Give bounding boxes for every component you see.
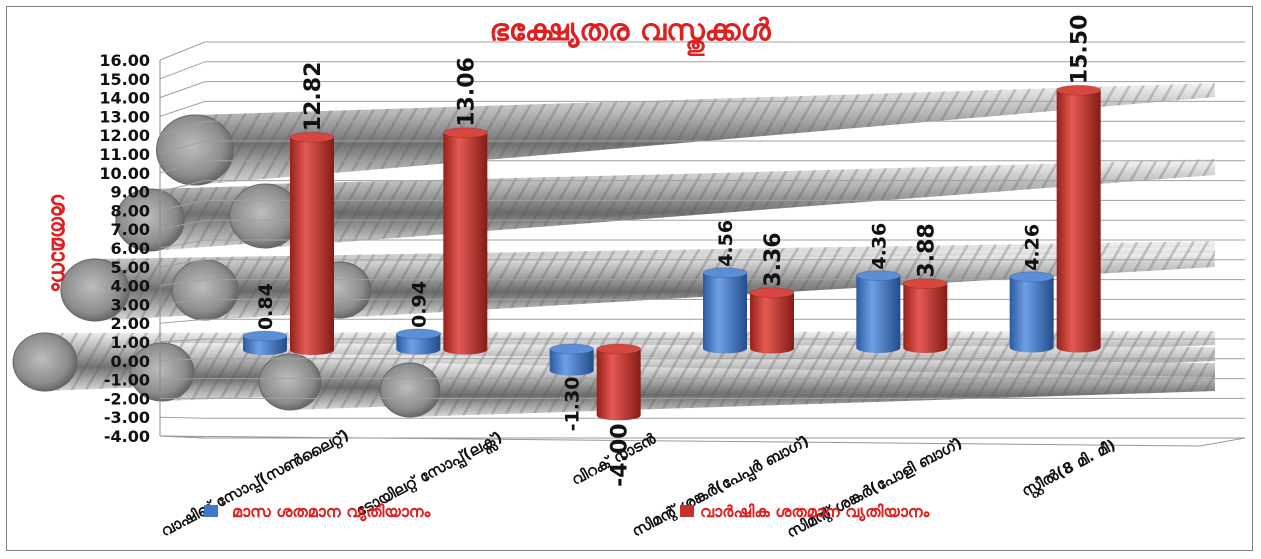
y-tick-label: -1.00 bbox=[104, 371, 150, 390]
legend-label-annual: വാർഷിക ശതമാന വ്യതിയാനം bbox=[700, 502, 931, 522]
y-tick-label: 12.00 bbox=[99, 126, 150, 145]
data-label-annual: 3.36 bbox=[761, 232, 786, 286]
gridline-side bbox=[159, 259, 206, 268]
y-axis-label: ശതമാനം bbox=[46, 193, 71, 292]
legend-label-monthly: മാസ ശതമാന വ്യതിയാനം bbox=[232, 502, 432, 522]
bar-monthly bbox=[855, 270, 901, 353]
data-label-monthly: 0.94 bbox=[408, 281, 430, 328]
gridline-side bbox=[159, 100, 206, 117]
x-tick-label: സിമന്റ് ശങ്കർ(പോളി ബാഗ്) bbox=[784, 434, 966, 543]
y-tick-label: 1.00 bbox=[111, 333, 150, 352]
bars bbox=[242, 84, 1102, 421]
y-tick-label: 7.00 bbox=[111, 220, 150, 239]
y-tick-label: 5.00 bbox=[111, 258, 150, 277]
rebar-end bbox=[229, 183, 301, 249]
y-tick-label: 15.00 bbox=[99, 70, 150, 89]
rebar-end bbox=[379, 362, 441, 418]
gridline-side bbox=[159, 279, 206, 287]
legend-swatch-annual bbox=[680, 505, 694, 517]
bar-monthly bbox=[549, 343, 595, 376]
rebar-end bbox=[115, 188, 185, 252]
legend-swatch-monthly bbox=[204, 505, 218, 517]
gridline-side bbox=[159, 239, 206, 249]
gridline-side bbox=[159, 298, 206, 305]
gridline-side bbox=[159, 180, 206, 193]
y-tick-label: 6.00 bbox=[111, 239, 150, 258]
bar-annual bbox=[442, 127, 488, 355]
x-tick-label: സ്റ്റീൽ(8 മി. മീ) bbox=[1019, 436, 1121, 504]
data-label-annual: 15.50 bbox=[1068, 15, 1093, 85]
rebar-ribs bbox=[340, 253, 1215, 318]
gridline-side bbox=[159, 318, 206, 324]
data-label-annual: 13.06 bbox=[454, 57, 479, 127]
bar-annual bbox=[749, 287, 795, 354]
rebar-end bbox=[171, 259, 239, 321]
y-tick-label: 11.00 bbox=[99, 145, 150, 164]
y-tick-label: -3.00 bbox=[104, 408, 150, 427]
x-tick-label: വാഷിങ് സോപ്പ്(സൺലൈറ്റ്) bbox=[158, 426, 353, 543]
data-label-monthly: 4.36 bbox=[868, 223, 890, 270]
gridline-side bbox=[159, 160, 206, 174]
gridline-side bbox=[159, 416, 206, 419]
y-tick-label: 0.00 bbox=[111, 352, 150, 371]
gridline-side bbox=[159, 120, 206, 136]
bar-monthly bbox=[395, 328, 441, 355]
gridline-side bbox=[159, 61, 206, 80]
y-tick-label: 10.00 bbox=[99, 164, 150, 183]
chart-title: ഭക്ഷ്യേതര വസ്തുക്കൾ bbox=[489, 13, 771, 57]
gridline-side bbox=[159, 199, 206, 211]
bar-annual bbox=[1056, 84, 1102, 353]
gridline-side bbox=[159, 219, 206, 230]
data-label-monthly: -1.30 bbox=[562, 377, 584, 432]
data-label-monthly: 0.84 bbox=[255, 283, 277, 330]
bar-monthly bbox=[242, 330, 288, 355]
gridline-side bbox=[159, 378, 206, 381]
data-label-monthly: 4.56 bbox=[715, 220, 737, 267]
y-tick-label: 16.00 bbox=[99, 51, 150, 70]
y-tick-label: -2.00 bbox=[104, 389, 150, 408]
gridline-side bbox=[159, 358, 206, 362]
y-tick-label: -4.00 bbox=[104, 427, 150, 446]
gridline-side bbox=[159, 41, 206, 61]
data-label-annual: 12.82 bbox=[301, 62, 326, 132]
rebar-end bbox=[12, 332, 78, 392]
bar-annual bbox=[289, 131, 335, 355]
y-tick-label: 3.00 bbox=[111, 295, 150, 314]
axes bbox=[159, 60, 1246, 447]
legend: മാസ ശതമാന വ്യതിയാനം വാർഷിക ശതമാന വ്യതിയാ… bbox=[204, 502, 931, 522]
y-tick-label: 9.00 bbox=[111, 183, 150, 202]
y-tick-label: 4.00 bbox=[111, 277, 150, 296]
gridline-side bbox=[159, 140, 206, 155]
rebar-end bbox=[156, 114, 234, 186]
rebar-end bbox=[60, 258, 130, 322]
bar-monthly bbox=[702, 267, 748, 354]
y-tick-label: 2.00 bbox=[111, 314, 150, 333]
rebar-ribs bbox=[265, 161, 1215, 248]
rebar-end bbox=[129, 342, 195, 402]
bar-monthly bbox=[1009, 271, 1055, 353]
y-tick-label: 13.00 bbox=[99, 107, 150, 126]
y-tick-label: 8.00 bbox=[111, 201, 150, 220]
bar-annual bbox=[596, 343, 642, 421]
rebar-end bbox=[258, 353, 322, 411]
floor-plane bbox=[159, 435, 1246, 447]
bar-annual bbox=[902, 278, 948, 353]
y-tick-label: 14.00 bbox=[99, 89, 150, 108]
gridline-side bbox=[159, 338, 206, 343]
gridline-side bbox=[159, 81, 206, 99]
data-label-annual: 3.88 bbox=[914, 223, 939, 277]
data-label-annual: -4.00 bbox=[608, 423, 633, 486]
data-label-monthly: 4.26 bbox=[1022, 224, 1044, 271]
